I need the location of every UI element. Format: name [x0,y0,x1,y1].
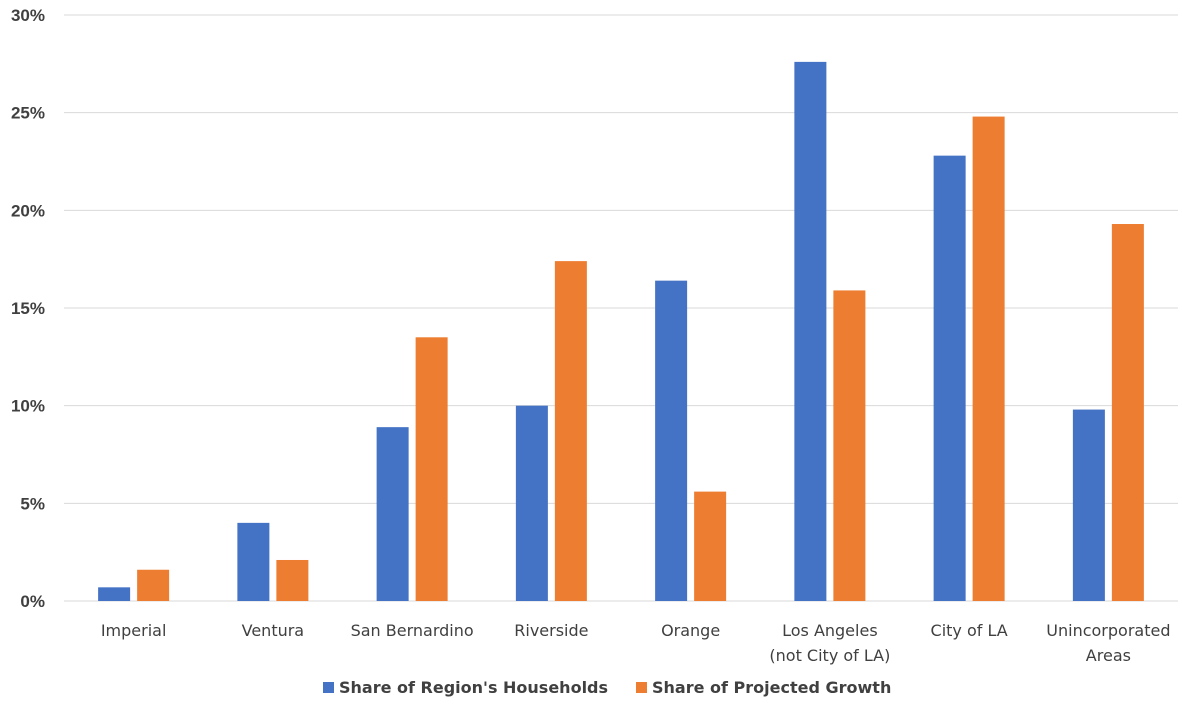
bar-series-2 [276,559,309,601]
x-tick-label: Ventura [242,621,304,640]
x-tick-label: Imperial [101,621,167,640]
x-tick-label: (not City of LA) [769,646,890,665]
bar-series-2 [554,261,587,601]
bars [98,61,1144,602]
x-tick-label: City of LA [931,621,1008,640]
bar-series-2 [137,569,170,601]
bar-series-2 [415,337,448,601]
bar-series-2 [694,491,727,601]
bar-series-1 [655,280,688,601]
y-tick-label: 20% [11,201,45,220]
bar-series-1 [98,587,131,601]
legend-label: Share of Region's Households [339,678,608,697]
bar-series-1 [515,405,548,601]
bar-series-1 [376,427,409,601]
legend-swatch [636,682,647,693]
y-tick-label: 5% [20,494,45,513]
x-tick-label: San Bernardino [351,621,474,640]
x-tick-label: Orange [661,621,720,640]
legend-label: Share of Projected Growth [652,678,891,697]
x-axis-labels: Imperial Ventura San Bernardino Riverside Or… [101,621,1171,665]
bar-series-1 [237,522,270,601]
x-tick-label: Riverside [514,621,588,640]
bar-series-1 [933,155,966,601]
legend: Share of Region's Households Share of Pro… [323,678,891,697]
y-tick-label: 25% [11,104,45,123]
legend-swatch [323,682,334,693]
bar-series-1 [1072,409,1105,601]
y-tick-label: 10% [11,397,45,416]
bar-series-2 [833,290,866,601]
bar-series-2 [972,116,1005,601]
y-axis-ticks: 0% 5% 10% 15% 20% 25% 30% [11,6,45,611]
x-tick-label: Unincorporated [1046,621,1170,640]
x-tick-label: Los Angeles [782,621,878,640]
x-tick-label: Areas [1086,646,1131,665]
y-tick-label: 15% [11,299,45,318]
gridlines [64,14,1178,602]
y-tick-label: 0% [20,592,45,611]
y-tick-label: 30% [11,6,45,25]
bar-series-2 [1111,224,1144,602]
bar-series-1 [794,61,827,601]
